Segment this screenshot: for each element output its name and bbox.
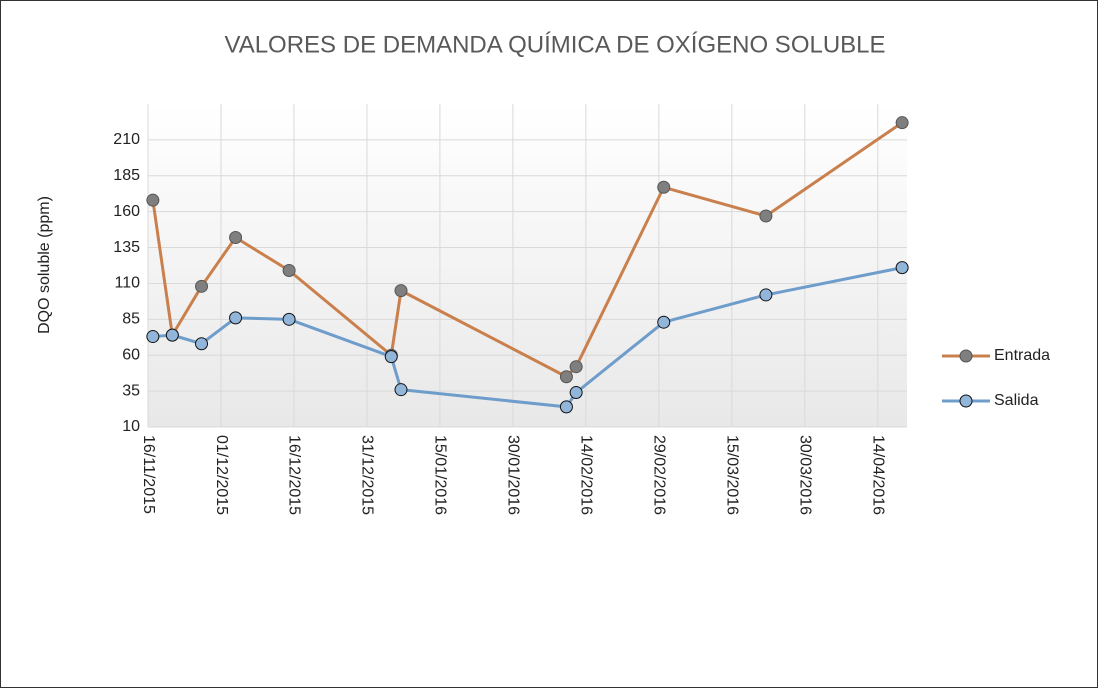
x-tick-label: 15/01/2016 (432, 435, 449, 515)
legend-label: Entrada (994, 347, 1050, 364)
x-tick-label: 30/01/2016 (505, 435, 522, 515)
x-tick-label: 15/03/2016 (724, 435, 741, 515)
x-tick-label: 16/11/2015 (140, 435, 157, 514)
legend-marker (959, 394, 973, 408)
series-line (151, 121, 903, 379)
plot-area (148, 104, 907, 427)
data-point (559, 370, 573, 384)
legend-marker (959, 349, 973, 363)
x-tick-label: 29/02/2016 (651, 435, 668, 515)
x-tick-label: 14/02/2016 (578, 435, 595, 515)
y-tick-label: 60 (122, 346, 140, 363)
chart-title: VALORES DE DEMANDA QUÍMICA DE OXÍGENO SO… (224, 31, 885, 58)
data-point (394, 284, 408, 298)
y-tick-label: 110 (114, 275, 140, 292)
x-tick-label: 30/03/2016 (797, 435, 814, 515)
x-tick-label: 31/12/2015 (359, 435, 376, 515)
y-tick-label: 160 (113, 203, 140, 220)
data-point (759, 209, 773, 223)
data-point (657, 315, 671, 329)
x-tick-label: 01/12/2015 (213, 435, 230, 515)
data-point (895, 116, 909, 130)
data-point (895, 261, 909, 275)
data-point (282, 264, 296, 278)
data-point (394, 383, 408, 397)
data-point (569, 386, 583, 400)
data-point (146, 330, 160, 344)
data-point (195, 279, 209, 293)
legend-label: Salida (994, 392, 1039, 409)
data-point (146, 193, 160, 207)
y-tick-label: 10 (122, 418, 140, 435)
x-tick-label: 16/12/2015 (286, 435, 303, 515)
data-point (229, 311, 243, 325)
y-tick-label: 185 (113, 167, 140, 184)
data-point (195, 337, 209, 351)
y-tick-label: 135 (113, 239, 140, 256)
data-point (559, 400, 573, 414)
data-point (384, 350, 398, 364)
data-point (657, 180, 671, 194)
data-point (759, 288, 773, 302)
data-point (569, 360, 583, 374)
x-tick-label: 14/04/2016 (870, 435, 887, 515)
data-point (282, 312, 296, 326)
data-point (165, 328, 179, 342)
data-point (229, 231, 243, 245)
y-tick-label: 85 (122, 311, 140, 328)
y-tick-label: 35 (122, 382, 140, 399)
y-tick-label: 210 (113, 131, 140, 148)
y-axis-label: DQO soluble (ppm) (36, 196, 53, 334)
